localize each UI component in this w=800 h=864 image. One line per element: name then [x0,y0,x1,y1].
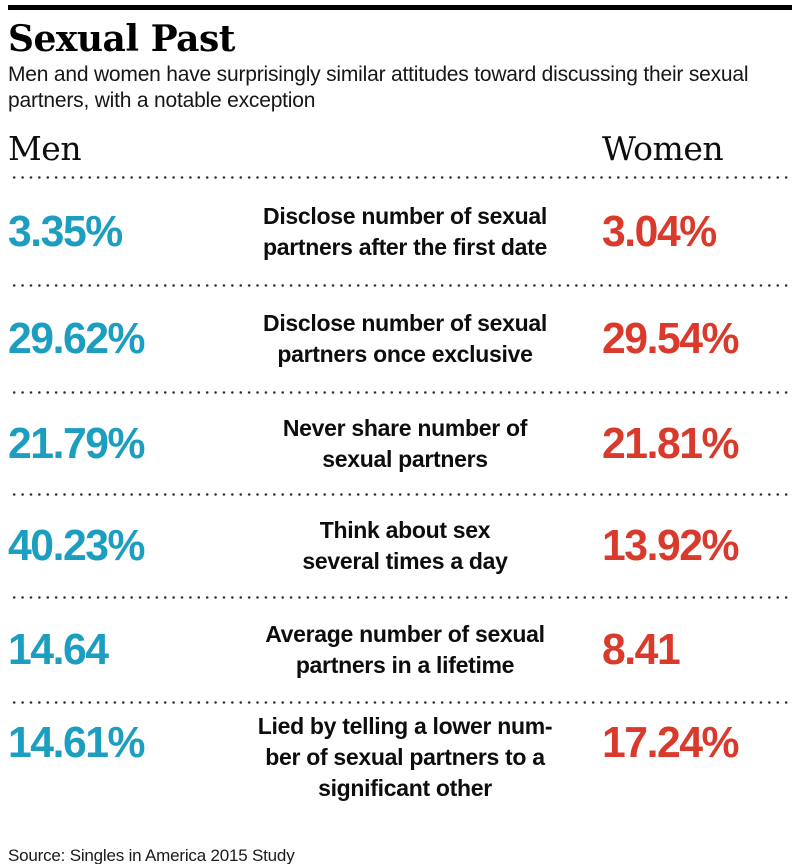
table-row: 40.23% Think about sex several times a d… [8,496,792,596]
infographic: Sexual Past Men and women have surprisin… [0,5,800,864]
men-value: 29.62% [8,314,145,363]
women-value: 29.54% [602,314,739,363]
dotted-divider [8,596,792,599]
page-subtitle: Men and women have surprisingly similar … [8,63,749,112]
column-header-women: Women [602,129,724,168]
row-label: Average number of sexual partners in a l… [265,621,545,678]
table-row: 14.64 Average number of sexual partners … [8,599,792,701]
women-value: 3.04% [602,206,717,256]
men-value: 21.79% [8,418,145,468]
men-value: 3.35% [8,206,123,256]
men-value: 40.23% [8,521,145,570]
women-value: 8.41 [602,625,681,674]
table-row: 21.79% Never share number of sexual part… [8,394,792,493]
dotted-divider [8,701,792,704]
dotted-divider [8,284,792,287]
dotted-divider [8,391,792,394]
table-row: 29.62% Disclose number of sexual partner… [8,287,792,391]
column-headers: Men Women [8,114,792,176]
table-row: 14.61% Lied by telling a lower num- ber … [8,704,792,838]
men-value: 14.64 [8,625,109,674]
dotted-divider [8,493,792,496]
women-value: 13.92% [602,521,739,570]
row-label: Think about sex several times a day [302,517,508,574]
table-row: 3.35% Disclose number of sexual partners… [8,179,792,284]
page-title: Sexual Past [8,18,235,60]
women-value: 21.81% [602,418,739,468]
row-label: Disclose number of sexual partners once … [263,310,547,367]
row-label: Lied by telling a lower num- ber of sexu… [257,713,553,801]
row-label: Disclose number of sexual partners after… [263,202,547,260]
column-header-men: Men [8,129,82,168]
top-rule [8,5,792,10]
women-value: 17.24% [602,718,739,767]
men-value: 14.61% [8,718,145,767]
row-label: Never share number of sexual partners [282,414,528,472]
source-note: Source: Singles in America 2015 Study [8,846,295,864]
dotted-divider [8,176,792,179]
